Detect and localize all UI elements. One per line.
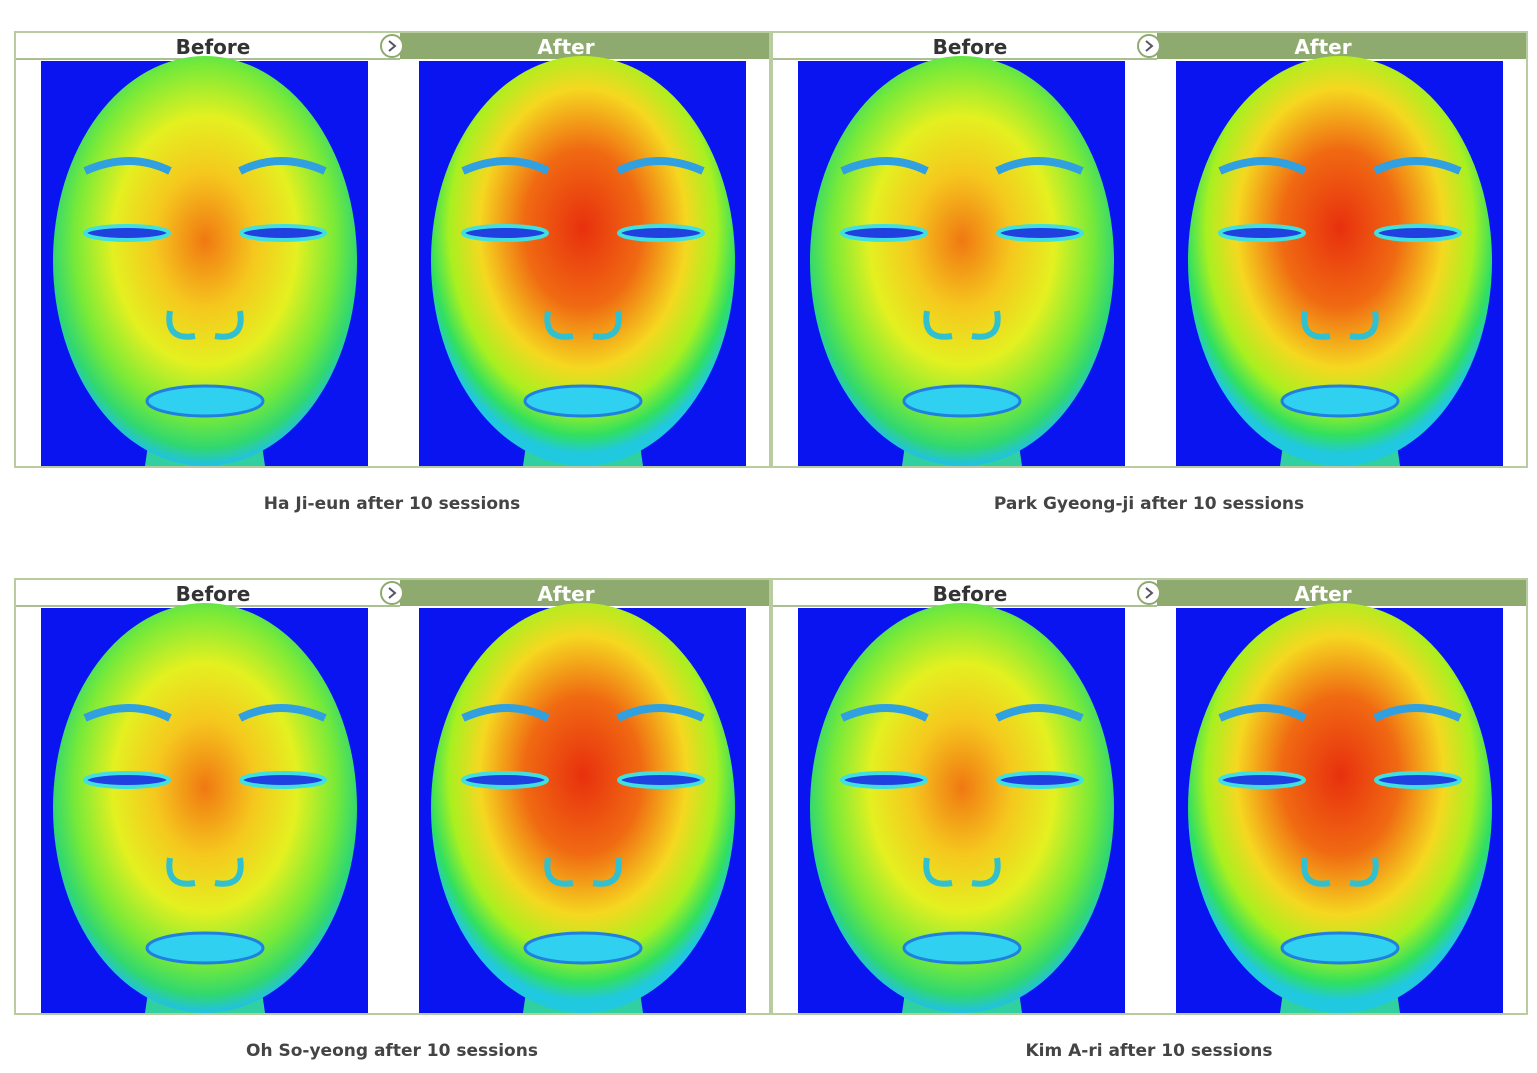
nostril [214, 857, 244, 887]
face-image [41, 603, 368, 1013]
eye [461, 771, 549, 789]
face-image [798, 56, 1125, 466]
before-label: Before [933, 35, 1008, 59]
nostril [971, 310, 1001, 340]
eye [1218, 771, 1306, 789]
nostril [1349, 310, 1379, 340]
nostril [1301, 310, 1331, 340]
eye [1374, 771, 1462, 789]
eyebrow [840, 157, 929, 175]
before-label: Before [176, 582, 251, 606]
eye [617, 224, 705, 242]
after-label: After [1294, 582, 1351, 606]
nostril [923, 857, 953, 887]
arrow-icon [1137, 34, 1161, 58]
eye [461, 224, 549, 242]
eyebrow [616, 704, 705, 722]
nostril [592, 310, 622, 340]
after-header-bg [1157, 580, 1526, 606]
caption: Oh So-yeong after 10 sessions [246, 1041, 538, 1061]
face-image [1176, 603, 1503, 1013]
eyebrow [1373, 157, 1462, 175]
after-label: After [537, 35, 594, 59]
before-label: Before [933, 582, 1008, 606]
nostril [544, 857, 574, 887]
arrow-chevron [1145, 40, 1154, 52]
nostril [166, 857, 196, 887]
eyebrow [1218, 157, 1307, 175]
face-image [419, 56, 746, 466]
nostril [923, 310, 953, 340]
eyebrow [1218, 704, 1307, 722]
after-header-bg [400, 33, 769, 59]
nostril [971, 857, 1001, 887]
mouth [523, 931, 643, 965]
nostril [544, 310, 574, 340]
arrow-chevron [388, 40, 397, 52]
arrow-icon [1137, 581, 1161, 605]
eyebrow [461, 704, 550, 722]
eyebrow [1373, 704, 1462, 722]
eyebrow [616, 157, 705, 175]
mouth [902, 384, 1022, 418]
face-image [798, 603, 1125, 1013]
arrow-chevron [388, 587, 397, 599]
mouth [145, 384, 265, 418]
after-header-bg [400, 580, 769, 606]
face-image [1176, 56, 1503, 466]
eye [1374, 224, 1462, 242]
mouth [1280, 931, 1400, 965]
eye [239, 224, 327, 242]
face-image [41, 56, 368, 466]
nostril [1349, 857, 1379, 887]
mouth [145, 931, 265, 965]
nostril [166, 310, 196, 340]
eye [1218, 224, 1306, 242]
arrow-icon [380, 581, 404, 605]
eyebrow [995, 704, 1084, 722]
eyebrow [83, 704, 172, 722]
eye [239, 771, 327, 789]
eyebrow [238, 704, 327, 722]
eye [617, 771, 705, 789]
eye [996, 224, 1084, 242]
nostril [214, 310, 244, 340]
mouth [523, 384, 643, 418]
after-label: After [1294, 35, 1351, 59]
mouth [1280, 384, 1400, 418]
eye [840, 771, 928, 789]
mouth [902, 931, 1022, 965]
eyebrow [461, 157, 550, 175]
eye [83, 771, 171, 789]
eyebrow [83, 157, 172, 175]
eye [83, 224, 171, 242]
caption: Park Gyeong-ji after 10 sessions [994, 494, 1304, 514]
after-label: After [537, 582, 594, 606]
arrow-icon [380, 34, 404, 58]
caption: Kim A-ri after 10 sessions [1026, 1041, 1273, 1061]
before-label: Before [176, 35, 251, 59]
face-image [419, 603, 746, 1013]
eyebrow [840, 704, 929, 722]
arrow-chevron [1145, 587, 1154, 599]
caption: Ha Ji-eun after 10 sessions [264, 494, 521, 514]
nostril [592, 857, 622, 887]
after-header-bg [1157, 33, 1526, 59]
nostril [1301, 857, 1331, 887]
eye [996, 771, 1084, 789]
eyebrow [995, 157, 1084, 175]
eyebrow [238, 157, 327, 175]
eye [840, 224, 928, 242]
